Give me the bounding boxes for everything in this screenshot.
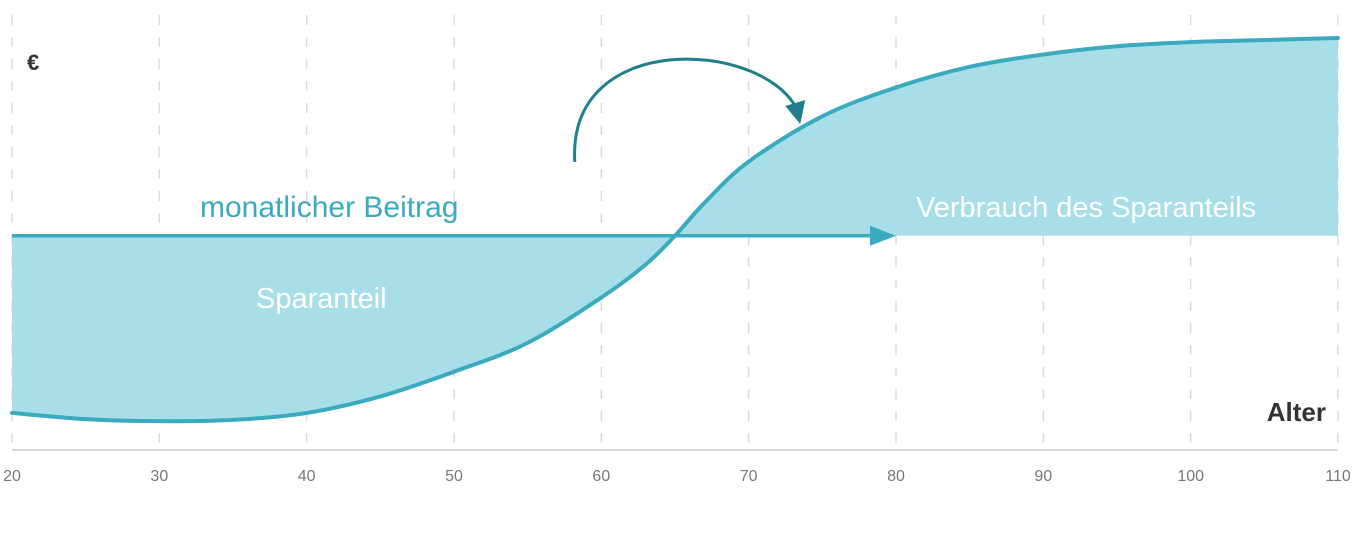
x-tick-label: 40 <box>298 468 316 485</box>
x-tick-label: 30 <box>150 468 168 485</box>
x-tick-label: 90 <box>1034 468 1052 485</box>
x-tick-label: 60 <box>592 468 610 485</box>
annotation-sparanteil: Sparanteil <box>256 283 387 315</box>
x-tick-label: 20 <box>3 468 21 485</box>
x-tick-labels: 20 30 40 50 60 70 80 90 100 110 <box>3 468 1351 485</box>
x-tick-label: 110 <box>1325 468 1351 485</box>
x-tick-label: 70 <box>740 468 758 485</box>
contribution-arrowhead <box>870 225 896 246</box>
series-lines <box>10 36 1340 424</box>
x-axis-label: Alter <box>1267 397 1326 427</box>
annotation-monatlicher-beitrag: monatlicher Beitrag <box>200 191 458 224</box>
x-tick-label: 80 <box>887 468 905 485</box>
curved-arrowhead <box>785 100 806 124</box>
area-between <box>12 38 1338 422</box>
area-fills <box>12 38 1338 422</box>
y-unit-label: € <box>27 50 39 75</box>
annotation-verbrauch: Verbrauch des Sparanteils <box>916 192 1256 224</box>
curved-arrow <box>573 57 798 163</box>
x-tick-label: 50 <box>445 468 463 485</box>
x-tick-label: 100 <box>1177 468 1204 485</box>
